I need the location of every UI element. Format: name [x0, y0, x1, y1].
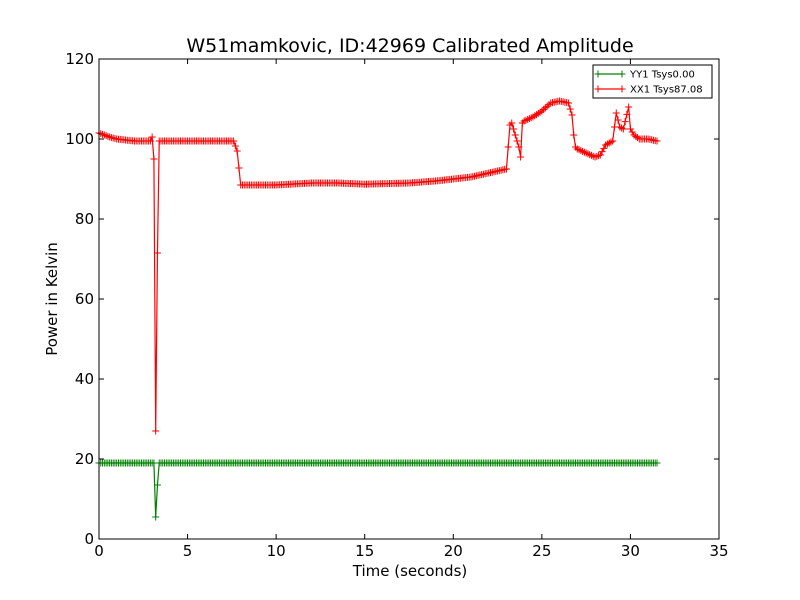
y-axis: 0 20 40 60 80 100 120: [65, 50, 719, 548]
x-tick-label: 10: [267, 542, 286, 560]
y-tick-label: 60: [75, 290, 94, 308]
legend-entry-yy1: YY1 Tsys0.00: [629, 70, 695, 81]
x-tick-label: 15: [355, 542, 374, 560]
x-tick-label: 20: [444, 542, 463, 560]
x-tick-label: 5: [183, 542, 193, 560]
legend-marker-xx1: [594, 85, 626, 93]
legend-entry-xx1: XX1 Tsys87.08: [630, 85, 703, 96]
y-tick-label: 40: [75, 370, 94, 388]
y-tick-label: 0: [84, 530, 94, 548]
plot-frame: [98, 58, 720, 540]
x-axis-label: Time (seconds): [352, 562, 468, 580]
y-tick-label: 120: [65, 50, 94, 68]
x-tick-label: 30: [621, 542, 640, 560]
plot-marks: [95, 97, 661, 521]
y-tick-label: 20: [75, 450, 94, 468]
y-tick-label: 100: [65, 130, 94, 148]
x-tick-label: 0: [94, 542, 104, 560]
x-tick-label: 25: [532, 542, 551, 560]
chart-title: W51mamkovic, ID:42969 Calibrated Amplitu…: [186, 35, 633, 57]
x-tick-label: 35: [709, 542, 728, 560]
series-markers: [95, 97, 661, 435]
legend-marker-yy1: [594, 70, 626, 78]
x-axis: 0 5 10 15 20 25 30 35: [94, 59, 729, 560]
series-line: [98, 100, 658, 432]
y-tick-label: 80: [75, 210, 94, 228]
y-axis-label: Power in Kelvin: [43, 242, 61, 356]
legend-box: [592, 64, 713, 99]
series-1: [95, 97, 661, 435]
series-0: [95, 459, 661, 521]
legend: YY1 Tsys0.00 XX1 Tsys87.08: [592, 64, 713, 99]
series-markers: [95, 459, 661, 521]
series-line: [99, 462, 657, 518]
